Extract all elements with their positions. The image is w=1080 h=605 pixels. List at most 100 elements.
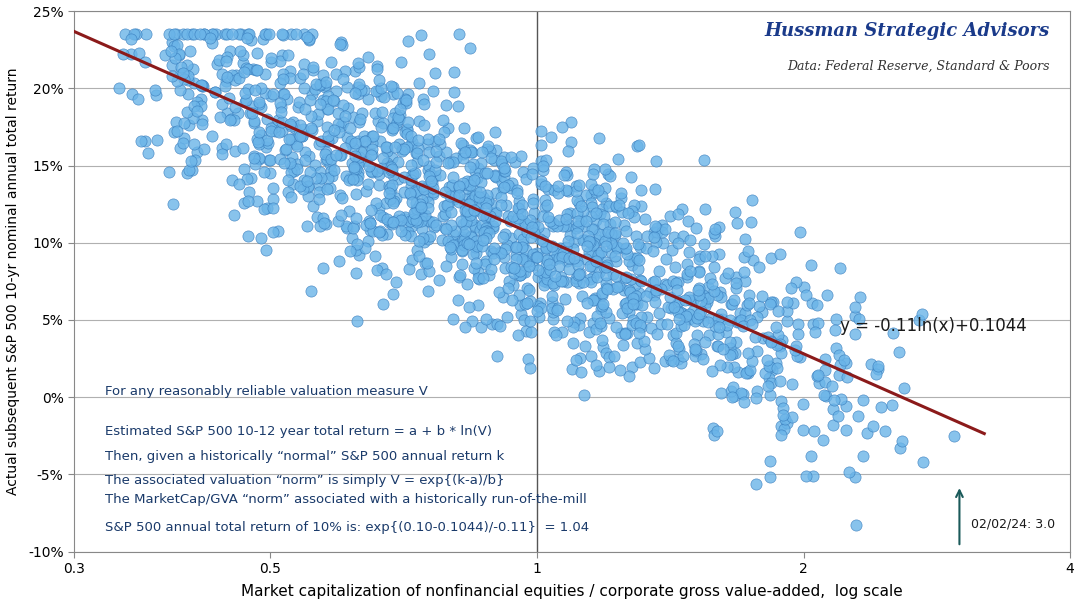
Point [242,108,259,118]
Point [775,424,793,434]
Point [337,171,354,180]
Point [818,391,835,401]
Point [329,216,347,226]
Point [414,224,431,234]
Point [350,79,367,88]
Point [410,250,428,260]
Point [650,308,667,318]
Point [825,395,842,405]
Point [545,327,563,336]
Point [535,161,552,171]
Point [374,163,391,172]
Point [427,220,444,230]
Point [407,215,424,225]
Point [252,102,269,112]
Point [470,274,487,284]
Point [413,195,430,205]
Point [754,292,771,301]
Point [583,247,600,257]
Point [214,99,231,108]
Point [631,255,648,265]
Point [585,238,603,248]
Point [495,292,512,302]
Point [603,229,620,239]
Point [351,114,368,123]
Point [206,87,224,97]
Point [603,247,620,257]
Point [166,41,184,51]
Point [523,327,540,337]
Point [531,234,549,243]
Point [771,376,788,386]
Point [180,120,198,130]
Point [838,372,855,382]
Point [416,238,433,247]
Point [671,314,688,324]
Point [549,188,566,197]
Point [282,192,299,201]
Point [585,295,603,305]
Point [240,196,257,206]
Point [748,387,766,396]
Point [366,108,383,118]
Point [247,65,265,74]
Point [580,236,597,246]
Point [521,285,538,295]
Point [720,315,738,325]
Point [802,261,820,270]
Point [597,307,615,317]
Point [526,219,543,229]
Point [631,140,648,150]
Point [434,115,451,125]
Point [419,139,436,149]
Point [475,227,492,237]
Point [324,95,341,105]
Point [422,177,440,186]
Point [389,117,406,127]
Point [837,359,854,368]
Point [582,198,599,208]
Point [529,265,546,275]
Point [251,99,268,109]
Point [316,82,334,92]
Point [178,60,195,70]
Point [311,79,328,89]
Point [283,30,300,39]
Point [687,223,704,233]
Point [415,233,432,243]
Point [585,164,603,174]
Point [795,400,812,410]
Point [415,94,432,104]
Point [399,129,416,139]
Point [536,276,553,286]
Point [237,97,254,107]
Point [251,97,268,107]
Point [532,157,550,166]
Point [690,267,707,276]
Point [352,85,369,95]
Point [407,204,424,214]
Point [851,292,868,301]
Point [308,79,325,89]
Point [529,301,546,310]
Point [768,363,785,373]
Point [329,119,347,129]
Point [350,171,367,181]
Point [403,171,420,180]
Point [486,207,503,217]
Point [772,396,789,405]
Point [597,348,615,358]
Point [296,155,313,165]
Point [494,177,511,187]
Point [505,263,523,273]
Point [243,36,260,45]
Point [744,356,761,365]
Point [148,90,165,99]
Point [192,94,210,104]
Point [517,175,535,185]
Point [192,80,210,90]
Point [618,298,635,308]
Point [689,285,706,295]
Point [608,282,625,292]
Point [203,38,220,48]
